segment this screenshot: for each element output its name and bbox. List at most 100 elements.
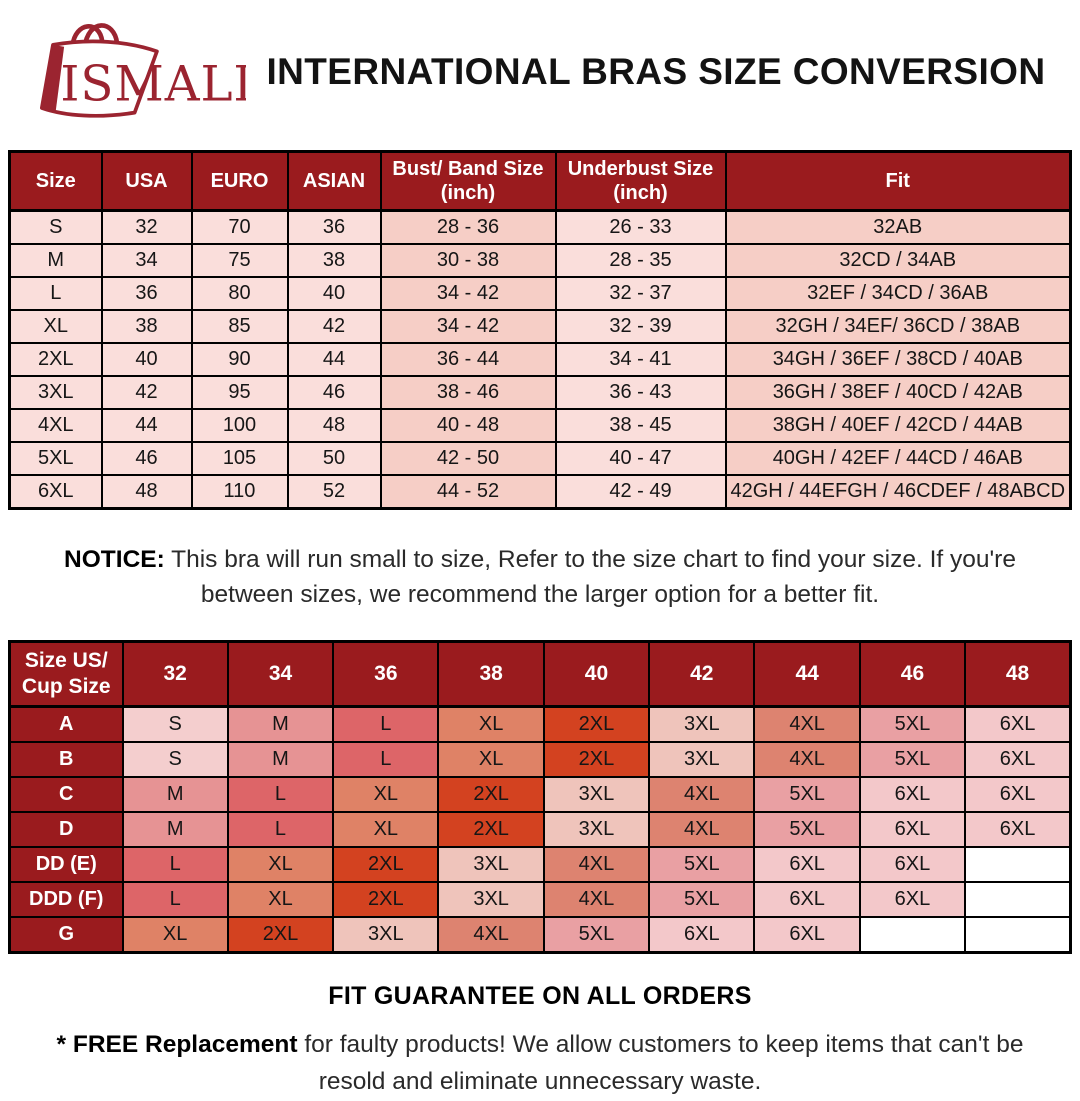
cup-matrix-cell: 6XL	[753, 881, 861, 919]
band-size-header: 48	[964, 640, 1072, 709]
table-row: G XL 2XL 3XL 4XL 5XL 6XL 6XL	[8, 916, 1072, 954]
cup-matrix-cell: 3XL	[437, 881, 545, 919]
size-table-cell: 85	[190, 309, 289, 344]
size-table-cell: 34 - 42	[379, 276, 557, 311]
size-table-cell: 95	[190, 375, 289, 410]
cup-matrix-cell: 4XL	[753, 741, 861, 779]
band-size-header: 44	[753, 640, 861, 709]
brand-name: ISMALI	[60, 57, 246, 113]
cup-matrix-cell: 6XL	[858, 846, 967, 884]
cup-matrix-cell: XL	[226, 846, 335, 884]
table-row: L 36 80 40 34 - 42 32 - 37 32EF / 34CD / 36AB	[8, 276, 1072, 311]
size-table-cell: M	[8, 243, 103, 278]
column-header: USA	[100, 150, 193, 212]
cup-matrix-cell: 6XL	[753, 916, 861, 954]
cup-matrix-cell: L	[332, 705, 440, 744]
cup-matrix-cell: 3XL	[648, 741, 756, 779]
cup-size-header: B	[8, 741, 124, 779]
size-table-cell: 3XL	[8, 375, 103, 410]
size-table-cell: 38 - 46	[379, 375, 557, 410]
table-row: 2XL 40 90 44 36 - 44 34 - 41 34GH / 36EF / 38C…	[8, 342, 1072, 377]
cup-matrix-cell: M	[121, 811, 229, 849]
shopping-bag-logo-icon: ISMALI	[39, 23, 246, 118]
cup-matrix-cell	[964, 846, 1072, 884]
corner-header: Size US/ Cup Size	[8, 640, 124, 709]
cup-matrix-cell: 5XL	[753, 811, 861, 849]
table-row: C M L XL 2XL 3XL 4XL 5XL 6XL 6XL	[8, 776, 1072, 814]
cup-size-header: G	[8, 916, 124, 954]
table-row: DDD (F) L XL 2XL 3XL 4XL 5XL 6XL 6XL	[8, 881, 1072, 919]
cup-matrix-cell: 3XL	[542, 776, 651, 814]
cup-matrix-cell: L	[332, 741, 440, 779]
cup-matrix-cell: 2XL	[542, 741, 651, 779]
size-table-cell: 40	[286, 276, 382, 311]
band-size-header: 34	[226, 640, 335, 709]
band-size-header: 36	[332, 640, 440, 709]
footnote-body: for faulty products! We allow customers …	[304, 1031, 1024, 1095]
table-row: 4XL 44 100 48 40 - 48 38 - 45 38GH / 40EF / 42…	[8, 408, 1072, 443]
cup-matrix-cell: 4XL	[648, 776, 756, 814]
cup-matrix-cell: M	[121, 776, 229, 814]
band-size-header: 38	[437, 640, 545, 709]
size-table-cell: 28 - 35	[554, 243, 727, 278]
cup-matrix-cell: S	[121, 705, 229, 744]
size-table-cell: 26 - 33	[554, 209, 727, 245]
cup-size-header: A	[8, 705, 124, 744]
cup-matrix-cell: XL	[121, 916, 229, 954]
cup-matrix-cell: 5XL	[858, 741, 967, 779]
cup-matrix-cell: 5XL	[542, 916, 651, 954]
cup-matrix-cell: 2XL	[332, 846, 440, 884]
size-table-cell: 46	[286, 375, 382, 410]
size-conversion-table: Size USA EURO ASIAN Bust/ Band Size (inch) Un…	[8, 150, 1072, 510]
size-table-cell: 32GH / 34EF/ 36CD / 38AB	[724, 309, 1072, 344]
cup-matrix-cell: 6XL	[648, 916, 756, 954]
size-table-cell: 34 - 42	[379, 309, 557, 344]
table-row: 3XL 42 95 46 38 - 46 36 - 43 36GH / 38EF / 40C…	[8, 375, 1072, 410]
size-table-cell: 34	[100, 243, 193, 278]
size-table-cell: 46	[100, 441, 193, 476]
size-table-cell: 44 - 52	[379, 474, 557, 510]
size-table-cell: 40	[100, 342, 193, 377]
cup-matrix-cell: L	[226, 811, 335, 849]
footnote: * FREE Replacement for faulty products! …	[34, 1027, 1046, 1101]
size-table-cell: 36 - 44	[379, 342, 557, 377]
cup-matrix-cell: 6XL	[858, 776, 967, 814]
column-header: ASIAN	[286, 150, 382, 212]
table-row: 5XL 46 105 50 42 - 50 40 - 47 40GH / 42EF / 44…	[8, 441, 1072, 476]
size-table-cell: 44	[286, 342, 382, 377]
size-table-cell: S	[8, 209, 103, 245]
cup-matrix-cell: XL	[332, 776, 440, 814]
size-table-cell: 42	[100, 375, 193, 410]
cup-matrix-cell: 4XL	[542, 881, 651, 919]
table-row: B S M L XL 2XL 3XL 4XL 5XL 6XL	[8, 741, 1072, 779]
cup-matrix-cell: L	[226, 776, 335, 814]
cup-matrix-cell: 5XL	[858, 705, 967, 744]
size-table-cell: 40 - 48	[379, 408, 557, 443]
size-table-cell: 36	[100, 276, 193, 311]
cup-matrix-cell: 6XL	[858, 881, 967, 919]
cup-matrix-cell: 4XL	[753, 705, 861, 744]
cup-matrix-cell: 2XL	[332, 881, 440, 919]
size-table-cell: 32CD / 34AB	[724, 243, 1072, 278]
size-table-cell: 32EF / 34CD / 36AB	[724, 276, 1072, 311]
size-table-head: Size USA EURO ASIAN Bust/ Band Size (inch) Un…	[8, 150, 1072, 212]
size-table-header-row: Size USA EURO ASIAN Bust/ Band Size (inch) Un…	[8, 150, 1072, 212]
cup-matrix-cell: 6XL	[964, 811, 1072, 849]
size-table-cell: 42GH / 44EFGH / 46CDEF / 48ABCD	[724, 474, 1072, 510]
size-table-cell: 40GH / 42EF / 44CD / 46AB	[724, 441, 1072, 476]
column-header: Bust/ Band Size (inch)	[379, 150, 557, 212]
size-table-cell: 75	[190, 243, 289, 278]
band-size-header: 46	[858, 640, 967, 709]
size-table-cell: 52	[286, 474, 382, 510]
column-header: EURO	[190, 150, 289, 212]
cup-matrix-cell: XL	[437, 705, 545, 744]
band-size-header: 32	[121, 640, 229, 709]
table-row: A S M L XL 2XL 3XL 4XL 5XL 6XL	[8, 705, 1072, 744]
cup-size-header: DDD (F)	[8, 881, 124, 919]
cup-matrix-cell: 2XL	[226, 916, 335, 954]
size-table-cell: 110	[190, 474, 289, 510]
cup-matrix-cell	[858, 916, 967, 954]
size-table-cell: 90	[190, 342, 289, 377]
size-table-cell: 42 - 49	[554, 474, 727, 510]
size-table-cell: 4XL	[8, 408, 103, 443]
